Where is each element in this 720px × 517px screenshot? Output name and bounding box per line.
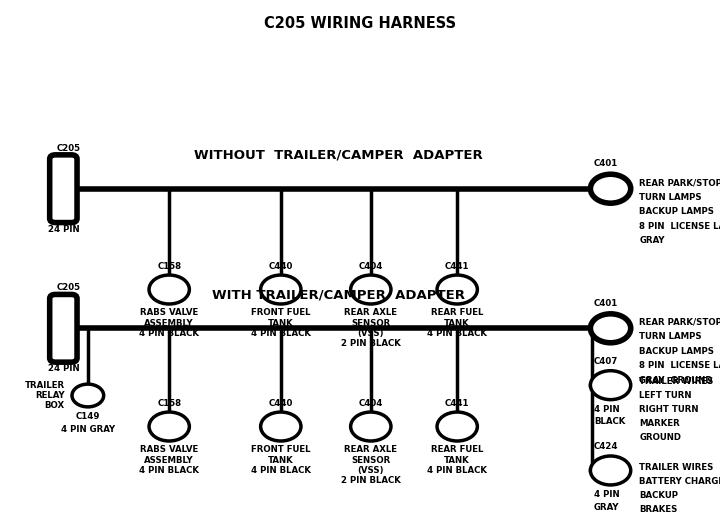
Text: C158: C158 bbox=[157, 262, 181, 271]
Text: C205: C205 bbox=[57, 144, 81, 153]
Text: GRAY: GRAY bbox=[594, 503, 619, 511]
Circle shape bbox=[351, 275, 391, 304]
Text: RABS VALVE
ASSEMBLY
4 PIN BLACK: RABS VALVE ASSEMBLY 4 PIN BLACK bbox=[139, 445, 199, 475]
Text: 8 PIN  LICENSE LAMPS: 8 PIN LICENSE LAMPS bbox=[639, 222, 720, 231]
Text: REAR FUEL
TANK
4 PIN BLACK: REAR FUEL TANK 4 PIN BLACK bbox=[427, 308, 487, 338]
Text: WITH TRAILER/CAMPER  ADAPTER: WITH TRAILER/CAMPER ADAPTER bbox=[212, 288, 465, 301]
Text: FRONT FUEL
TANK
4 PIN BLACK: FRONT FUEL TANK 4 PIN BLACK bbox=[251, 445, 311, 475]
Text: GRAY  GROUND: GRAY GROUND bbox=[639, 376, 713, 385]
Circle shape bbox=[261, 412, 301, 441]
Circle shape bbox=[437, 412, 477, 441]
Circle shape bbox=[437, 275, 477, 304]
Text: REAR PARK/STOP: REAR PARK/STOP bbox=[639, 178, 720, 187]
Text: GRAY: GRAY bbox=[639, 236, 665, 245]
Text: RABS VALVE
ASSEMBLY
4 PIN BLACK: RABS VALVE ASSEMBLY 4 PIN BLACK bbox=[139, 308, 199, 338]
FancyBboxPatch shape bbox=[50, 295, 77, 362]
Text: BATTERY CHARGE: BATTERY CHARGE bbox=[639, 477, 720, 485]
Text: BACKUP LAMPS: BACKUP LAMPS bbox=[639, 207, 714, 216]
Text: REAR AXLE
SENSOR
(VSS)
2 PIN BLACK: REAR AXLE SENSOR (VSS) 2 PIN BLACK bbox=[341, 445, 401, 485]
Text: C205 WIRING HARNESS: C205 WIRING HARNESS bbox=[264, 16, 456, 31]
Text: C401: C401 bbox=[594, 299, 618, 308]
Text: WITHOUT  TRAILER/CAMPER  ADAPTER: WITHOUT TRAILER/CAMPER ADAPTER bbox=[194, 148, 483, 162]
Text: REAR FUEL
TANK
4 PIN BLACK: REAR FUEL TANK 4 PIN BLACK bbox=[427, 445, 487, 475]
Text: 4 PIN: 4 PIN bbox=[594, 490, 620, 499]
Text: LEFT TURN: LEFT TURN bbox=[639, 391, 692, 400]
Circle shape bbox=[149, 275, 189, 304]
Text: REAR AXLE
SENSOR
(VSS)
2 PIN BLACK: REAR AXLE SENSOR (VSS) 2 PIN BLACK bbox=[341, 308, 401, 348]
Text: BLACK: BLACK bbox=[594, 417, 626, 426]
Text: C404: C404 bbox=[359, 399, 383, 408]
Text: TURN LAMPS: TURN LAMPS bbox=[639, 193, 702, 202]
Text: TRAILER WIRES: TRAILER WIRES bbox=[639, 463, 714, 472]
Circle shape bbox=[590, 371, 631, 400]
Text: RIGHT TURN: RIGHT TURN bbox=[639, 405, 699, 414]
Circle shape bbox=[590, 314, 631, 343]
Circle shape bbox=[72, 384, 104, 407]
Text: FRONT FUEL
TANK
4 PIN BLACK: FRONT FUEL TANK 4 PIN BLACK bbox=[251, 308, 311, 338]
Text: TURN LAMPS: TURN LAMPS bbox=[639, 332, 702, 341]
Text: BRAKES: BRAKES bbox=[639, 505, 678, 513]
Text: 24 PIN: 24 PIN bbox=[48, 224, 79, 234]
Text: C441: C441 bbox=[445, 399, 469, 408]
Circle shape bbox=[590, 456, 631, 485]
Text: 4 PIN: 4 PIN bbox=[594, 405, 620, 414]
Text: C440: C440 bbox=[269, 399, 293, 408]
Text: BACKUP LAMPS: BACKUP LAMPS bbox=[639, 347, 714, 356]
Text: C404: C404 bbox=[359, 262, 383, 271]
Circle shape bbox=[261, 275, 301, 304]
Text: TRAILER
RELAY
BOX: TRAILER RELAY BOX bbox=[24, 381, 65, 410]
Text: C424: C424 bbox=[594, 442, 618, 451]
Text: BACKUP: BACKUP bbox=[639, 491, 678, 499]
Text: MARKER: MARKER bbox=[639, 419, 680, 428]
Text: GROUND: GROUND bbox=[639, 433, 681, 442]
Circle shape bbox=[149, 412, 189, 441]
Text: TRAILER WIRES: TRAILER WIRES bbox=[639, 377, 714, 386]
Text: C440: C440 bbox=[269, 262, 293, 271]
Text: 4 PIN GRAY: 4 PIN GRAY bbox=[60, 425, 115, 434]
FancyBboxPatch shape bbox=[50, 155, 77, 222]
Text: C441: C441 bbox=[445, 262, 469, 271]
Text: C149: C149 bbox=[76, 412, 100, 421]
Text: 8 PIN  LICENSE LAMPS: 8 PIN LICENSE LAMPS bbox=[639, 361, 720, 370]
Text: C407: C407 bbox=[594, 357, 618, 366]
Text: C401: C401 bbox=[594, 159, 618, 168]
Text: 24 PIN: 24 PIN bbox=[48, 364, 79, 373]
Text: C158: C158 bbox=[157, 399, 181, 408]
Text: C205: C205 bbox=[57, 283, 81, 292]
Circle shape bbox=[590, 174, 631, 203]
Text: REAR PARK/STOP: REAR PARK/STOP bbox=[639, 318, 720, 327]
Circle shape bbox=[351, 412, 391, 441]
